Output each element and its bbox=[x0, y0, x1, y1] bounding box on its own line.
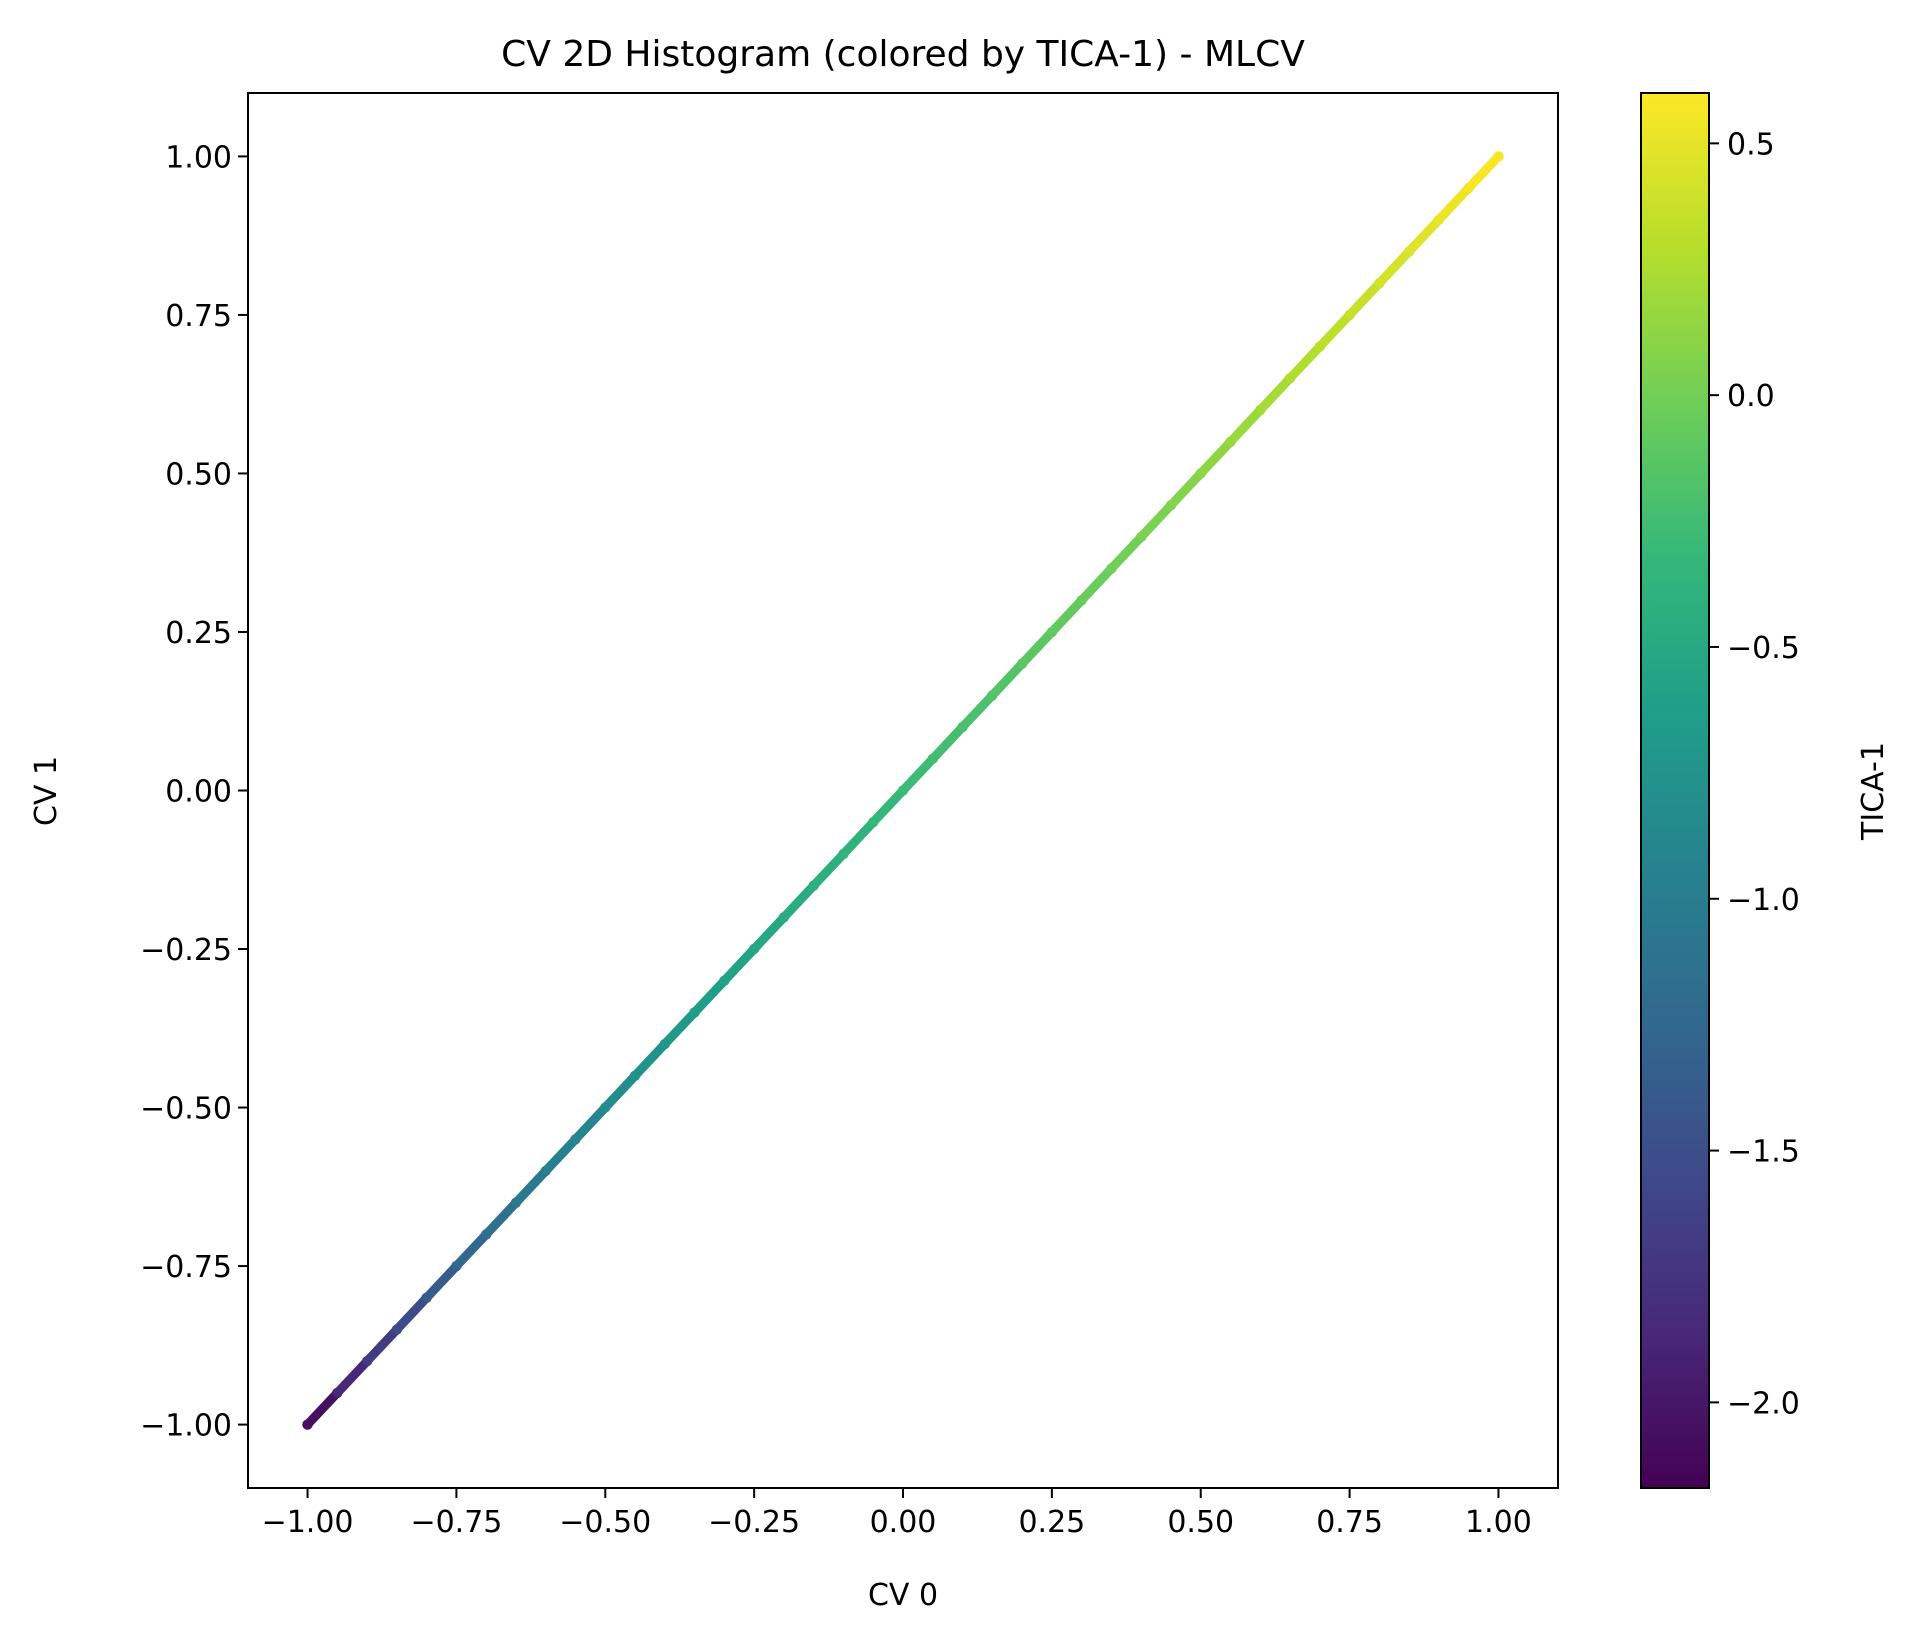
scatter-band-segment bbox=[1106, 532, 1146, 574]
colorbar-tick-label: −1.0 bbox=[1727, 883, 1800, 918]
y-axis-label: CV 1 bbox=[29, 756, 64, 826]
y-tick-label: 1.00 bbox=[165, 140, 232, 175]
scatter-band-segment bbox=[332, 1356, 372, 1398]
scatter-band-segment bbox=[1315, 310, 1355, 352]
y-tick-label: −0.75 bbox=[140, 1250, 232, 1285]
scatter-band-segment bbox=[749, 912, 789, 954]
x-tick-label: 1.00 bbox=[1465, 1505, 1532, 1540]
colorbar-tick-label: 0.0 bbox=[1727, 379, 1775, 414]
scatter-band-segment bbox=[541, 1134, 580, 1176]
x-axis-label: CV 0 bbox=[868, 1578, 938, 1613]
scatter-band-segment bbox=[868, 786, 908, 827]
x-tick-label: −0.25 bbox=[708, 1505, 800, 1540]
scatter-band-segment bbox=[1255, 373, 1295, 415]
scatter-band-segment bbox=[1077, 564, 1116, 605]
scatter-band-segment bbox=[1017, 627, 1057, 669]
scatter-band-segment bbox=[362, 1325, 402, 1366]
colorbar-tick-label: −1.5 bbox=[1727, 1135, 1800, 1170]
y-tick-label: −1.00 bbox=[140, 1409, 232, 1444]
scatter-band-segment bbox=[1136, 500, 1176, 542]
colorbar-tick-label: −2.0 bbox=[1727, 1386, 1800, 1421]
scatter-band-segment bbox=[958, 690, 997, 732]
x-tick-label: −0.50 bbox=[559, 1505, 651, 1540]
scatter-band-segment bbox=[1196, 437, 1235, 478]
scatter-band-segment bbox=[839, 817, 878, 859]
scatter-band-segment bbox=[303, 1388, 342, 1430]
scatter-band-segment bbox=[1464, 151, 1503, 193]
colorbar-tick-label: −0.5 bbox=[1727, 631, 1800, 666]
scatter-band-segment bbox=[422, 1261, 461, 1303]
y-tick-label: 0.75 bbox=[165, 299, 232, 334]
x-tick-label: −1.00 bbox=[262, 1505, 354, 1540]
scatter-band-segment bbox=[1166, 469, 1206, 510]
scatter-band-segment bbox=[898, 754, 938, 795]
scatter-band-segment bbox=[1345, 278, 1384, 320]
scatter-band-segment bbox=[809, 849, 848, 891]
scatter-band-segment bbox=[987, 659, 1027, 700]
scatter-band-segment bbox=[600, 1071, 640, 1112]
scatter-band-segment bbox=[511, 1166, 551, 1208]
x-tick-label: 0.75 bbox=[1316, 1505, 1383, 1540]
scatter-points bbox=[302, 151, 1504, 1430]
scatter-band-segment bbox=[630, 1039, 670, 1081]
colorbar-ticks: −2.0 −1.5 −1.0 −0.5 0.0 0.5 bbox=[1709, 127, 1800, 1421]
scatter-band-segment bbox=[451, 1229, 491, 1271]
scatter-band-segment bbox=[481, 1198, 521, 1239]
scatter-band-segment bbox=[392, 1293, 432, 1334]
scatter-band-segment bbox=[690, 976, 729, 1017]
scatter-band-segment bbox=[928, 722, 967, 764]
scatter-band-segment bbox=[1047, 595, 1087, 637]
x-tick-label: 0.25 bbox=[1018, 1505, 1085, 1540]
x-tick-label: 0.00 bbox=[870, 1505, 937, 1540]
scatter-band-segment bbox=[1404, 215, 1444, 256]
colorbar bbox=[1640, 92, 1710, 1489]
y-tick-label: −0.25 bbox=[140, 933, 232, 968]
scatter-band-segment bbox=[1434, 183, 1474, 225]
scatter-band-segment bbox=[571, 1103, 610, 1144]
scatter-band-segment bbox=[1226, 405, 1265, 447]
y-tick-label: 0.50 bbox=[165, 457, 232, 492]
colorbar-label: TICA-1 bbox=[1856, 742, 1891, 841]
x-tick-label: −0.75 bbox=[410, 1505, 502, 1540]
y-axis-ticks: −1.00 −0.75 −0.50 −0.25 0.00 0.25 0.50 0.75 1.00 bbox=[140, 140, 248, 1444]
scatter-band-segment bbox=[779, 881, 819, 922]
y-tick-label: 0.00 bbox=[165, 775, 232, 810]
y-tick-label: 0.25 bbox=[165, 616, 232, 651]
scatter-band-segment bbox=[1285, 342, 1325, 383]
scatter-band-segment bbox=[660, 1007, 700, 1049]
scatter-band-segment bbox=[1374, 247, 1414, 288]
colorbar-tick-label: 0.5 bbox=[1727, 127, 1775, 162]
x-axis-ticks: −1.00 −0.75 −0.50 −0.25 0.00 0.25 0.50 0.75 1.00 bbox=[262, 1488, 1532, 1540]
x-tick-label: 0.50 bbox=[1167, 1505, 1234, 1540]
y-tick-label: −0.50 bbox=[140, 1092, 232, 1127]
chart-title: CV 2D Histogram (colored by TICA-1) - ML… bbox=[501, 34, 1305, 75]
scatter-band-segment bbox=[719, 944, 759, 986]
